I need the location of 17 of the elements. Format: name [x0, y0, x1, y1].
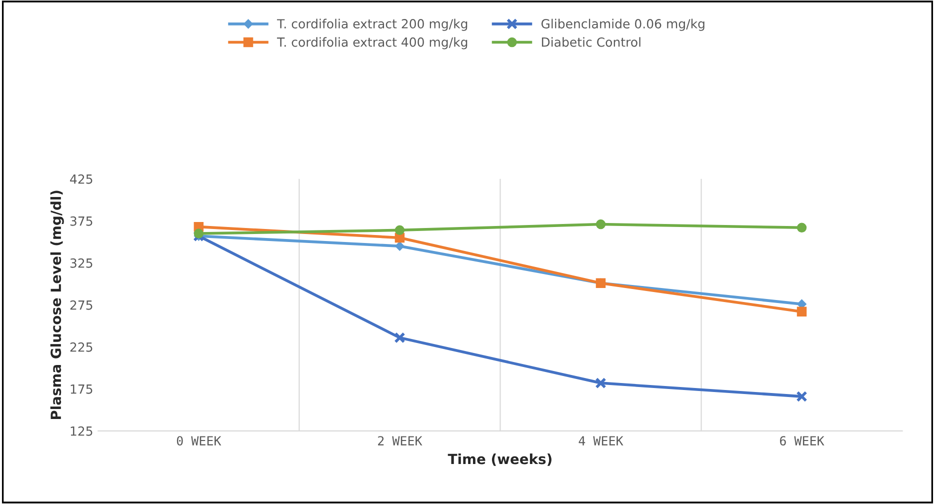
y-tick-label: 425: [70, 174, 92, 184]
legend-label: T. cordifolia extract 200 mg/kg: [276, 18, 468, 31]
y-axis-title: Plasma Glucose Level (mg/dl): [50, 190, 64, 420]
x-tick-label: 2 WEEK: [378, 436, 422, 446]
x-tick-label: 4 WEEK: [578, 436, 624, 446]
y-tick-label: 125: [70, 426, 92, 436]
y-tick-label: 275: [70, 300, 92, 310]
y-tick-label: 225: [70, 342, 92, 352]
x-tick-label: 0 WEEK: [176, 436, 222, 446]
legend-label: T. cordifolia extract 400 mg/kg: [276, 37, 468, 50]
x-tick-label: 6 WEEK: [780, 436, 824, 446]
y-tick-label: 175: [70, 384, 92, 394]
y-tick-label: 325: [70, 258, 92, 268]
legend-label: Diabetic Control: [542, 37, 640, 47]
x-axis-title: Time (weeks): [448, 454, 552, 466]
y-tick-label: 375: [70, 216, 92, 226]
legend-label: Glibenclamide 0.06 mg/kg: [541, 18, 704, 31]
